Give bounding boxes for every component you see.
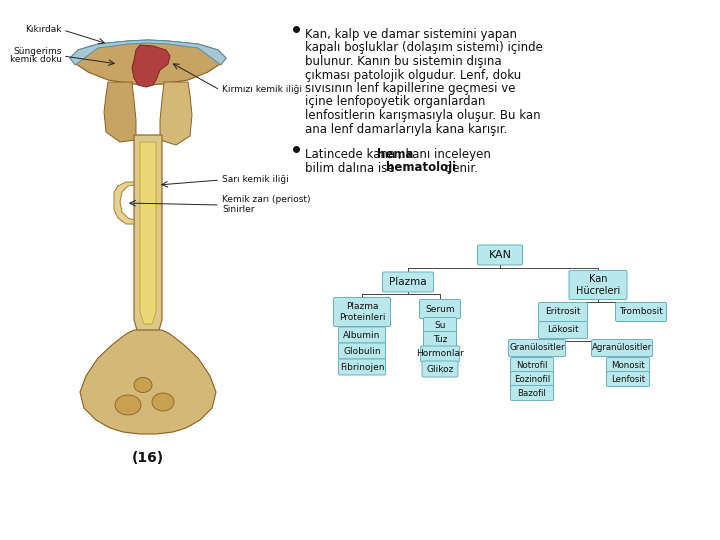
FancyBboxPatch shape — [510, 386, 554, 401]
FancyBboxPatch shape — [508, 340, 565, 356]
Text: Kan, kalp ve damar sistemini yapan: Kan, kalp ve damar sistemini yapan — [305, 28, 517, 41]
FancyBboxPatch shape — [606, 357, 649, 373]
Polygon shape — [70, 40, 226, 85]
Text: , kanı inceleyen: , kanı inceleyen — [397, 148, 490, 161]
Text: Bazofil: Bazofil — [518, 388, 546, 397]
Text: KAN: KAN — [488, 250, 511, 260]
Text: Monosit: Monosit — [611, 361, 645, 369]
Text: Latincede kana: Latincede kana — [305, 148, 399, 161]
Ellipse shape — [152, 393, 174, 411]
FancyBboxPatch shape — [420, 300, 461, 319]
Ellipse shape — [115, 395, 141, 415]
FancyBboxPatch shape — [539, 321, 588, 339]
FancyBboxPatch shape — [333, 298, 390, 327]
Polygon shape — [140, 142, 156, 324]
FancyBboxPatch shape — [510, 357, 554, 373]
Text: lenfositlerin karışmasıyla oluşur. Bu kan: lenfositlerin karışmasıyla oluşur. Bu ka… — [305, 109, 541, 122]
FancyBboxPatch shape — [423, 332, 456, 347]
Text: içine lenfopoyetik organlardan: içine lenfopoyetik organlardan — [305, 96, 485, 109]
Text: Eozinofil: Eozinofil — [514, 375, 550, 383]
Text: bulunur. Kanın bu sistemin dışına: bulunur. Kanın bu sistemin dışına — [305, 55, 502, 68]
FancyBboxPatch shape — [423, 318, 456, 333]
Polygon shape — [132, 45, 170, 87]
Text: hematoloji: hematoloji — [386, 161, 456, 174]
Text: Kan
Hücreleri: Kan Hücreleri — [576, 274, 620, 296]
Text: hema: hema — [377, 148, 413, 161]
FancyBboxPatch shape — [539, 302, 588, 321]
Text: Eritrosit: Eritrosit — [545, 307, 581, 316]
FancyBboxPatch shape — [422, 361, 458, 377]
Text: Glikoz: Glikoz — [426, 364, 454, 374]
Text: Globulin: Globulin — [343, 347, 381, 355]
Text: Plazma
Proteinleri: Plazma Proteinleri — [338, 302, 385, 322]
Text: Lenfosit: Lenfosit — [611, 375, 645, 383]
Text: Süngerims: Süngerims — [14, 48, 62, 57]
FancyBboxPatch shape — [338, 327, 385, 343]
FancyBboxPatch shape — [477, 245, 523, 265]
Text: Albumin: Albumin — [343, 330, 381, 340]
Text: Kıkırdak: Kıkırdak — [25, 25, 62, 35]
Ellipse shape — [134, 377, 152, 393]
FancyBboxPatch shape — [592, 340, 652, 356]
Polygon shape — [104, 82, 136, 142]
Text: Lökosit: Lökosit — [547, 326, 579, 334]
Text: Plazma: Plazma — [390, 277, 427, 287]
Text: Kırmızı kemik iliği: Kırmızı kemik iliği — [222, 85, 302, 94]
Polygon shape — [160, 82, 192, 145]
Text: Tuz: Tuz — [433, 334, 447, 343]
Text: Serum: Serum — [426, 305, 455, 314]
FancyBboxPatch shape — [616, 302, 667, 321]
Polygon shape — [80, 330, 216, 434]
Polygon shape — [114, 182, 134, 224]
Text: Sinirler: Sinirler — [222, 206, 254, 214]
FancyBboxPatch shape — [569, 271, 627, 300]
Text: Fibrinojen: Fibrinojen — [340, 362, 384, 372]
Text: bilim dalına ise: bilim dalına ise — [305, 161, 398, 174]
Text: Granülositler: Granülositler — [509, 343, 564, 353]
FancyBboxPatch shape — [606, 372, 649, 387]
Text: çıkması patolojik olgudur. Lenf, doku: çıkması patolojik olgudur. Lenf, doku — [305, 69, 521, 82]
Text: Hormonlar: Hormonlar — [416, 349, 464, 359]
Text: Kemik zarı (periost): Kemik zarı (periost) — [222, 195, 310, 205]
Polygon shape — [134, 135, 162, 340]
Text: Trombosit: Trombosit — [619, 307, 663, 316]
Text: denir.: denir. — [441, 161, 478, 174]
Text: Notrofil: Notrofil — [516, 361, 548, 369]
Text: kapalı boşluklar (dolaşım sistemi) içinde: kapalı boşluklar (dolaşım sistemi) içind… — [305, 42, 543, 55]
FancyBboxPatch shape — [420, 346, 459, 362]
Text: Su: Su — [434, 321, 446, 329]
Text: Sarı kemik iliği: Sarı kemik iliği — [222, 176, 289, 185]
Text: kemik doku: kemik doku — [10, 56, 62, 64]
Polygon shape — [70, 40, 226, 65]
Text: Agranülositler: Agranülositler — [592, 343, 652, 353]
FancyBboxPatch shape — [338, 359, 385, 375]
FancyBboxPatch shape — [382, 272, 433, 292]
Text: (16): (16) — [132, 451, 164, 465]
Text: ana lenf damarlarıyla kana karışır.: ana lenf damarlarıyla kana karışır. — [305, 123, 508, 136]
FancyBboxPatch shape — [338, 343, 385, 359]
Text: sıvısının lenf kapillerine geçmesi ve: sıvısının lenf kapillerine geçmesi ve — [305, 82, 516, 95]
FancyBboxPatch shape — [510, 372, 554, 387]
